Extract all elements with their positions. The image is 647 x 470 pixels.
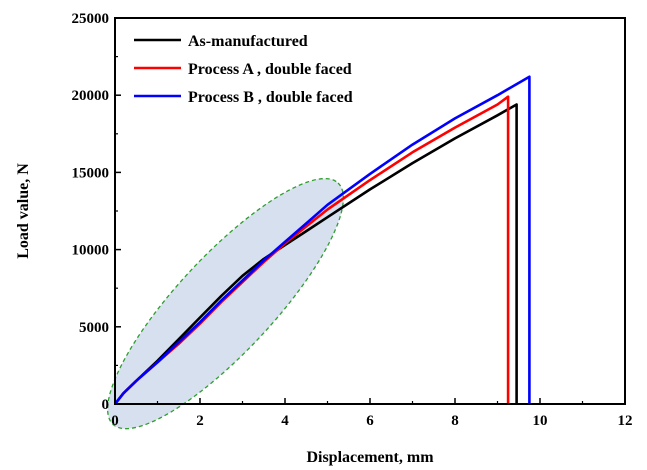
y-axis-title: Load value, N <box>15 163 32 259</box>
y-tick-label: 10000 <box>72 243 110 259</box>
x-tick-label: 10 <box>533 413 548 429</box>
y-tick-label: 25000 <box>72 11 110 27</box>
x-tick-label: 12 <box>618 413 633 429</box>
y-tick-label: 0 <box>102 397 110 413</box>
x-tick-label: 2 <box>196 413 204 429</box>
x-axis-title: Displacement, mm <box>306 449 434 466</box>
legend-label-3: Process B , double faced <box>188 89 353 106</box>
y-tick-label: 15000 <box>72 165 110 181</box>
x-tick-label: 6 <box>366 413 374 429</box>
x-tick-label: 4 <box>281 413 289 429</box>
highlight-ellipse <box>106 177 345 430</box>
x-tick-label: 8 <box>451 413 459 429</box>
y-tick-label: 20000 <box>72 88 110 104</box>
x-tick-label: 0 <box>111 413 119 429</box>
legend-label-1: As-manufactured <box>188 33 308 50</box>
y-tick-label: 5000 <box>79 320 109 336</box>
series-line-3 <box>113 75 531 405</box>
legend-label-2: Process A , double faced <box>188 61 352 78</box>
